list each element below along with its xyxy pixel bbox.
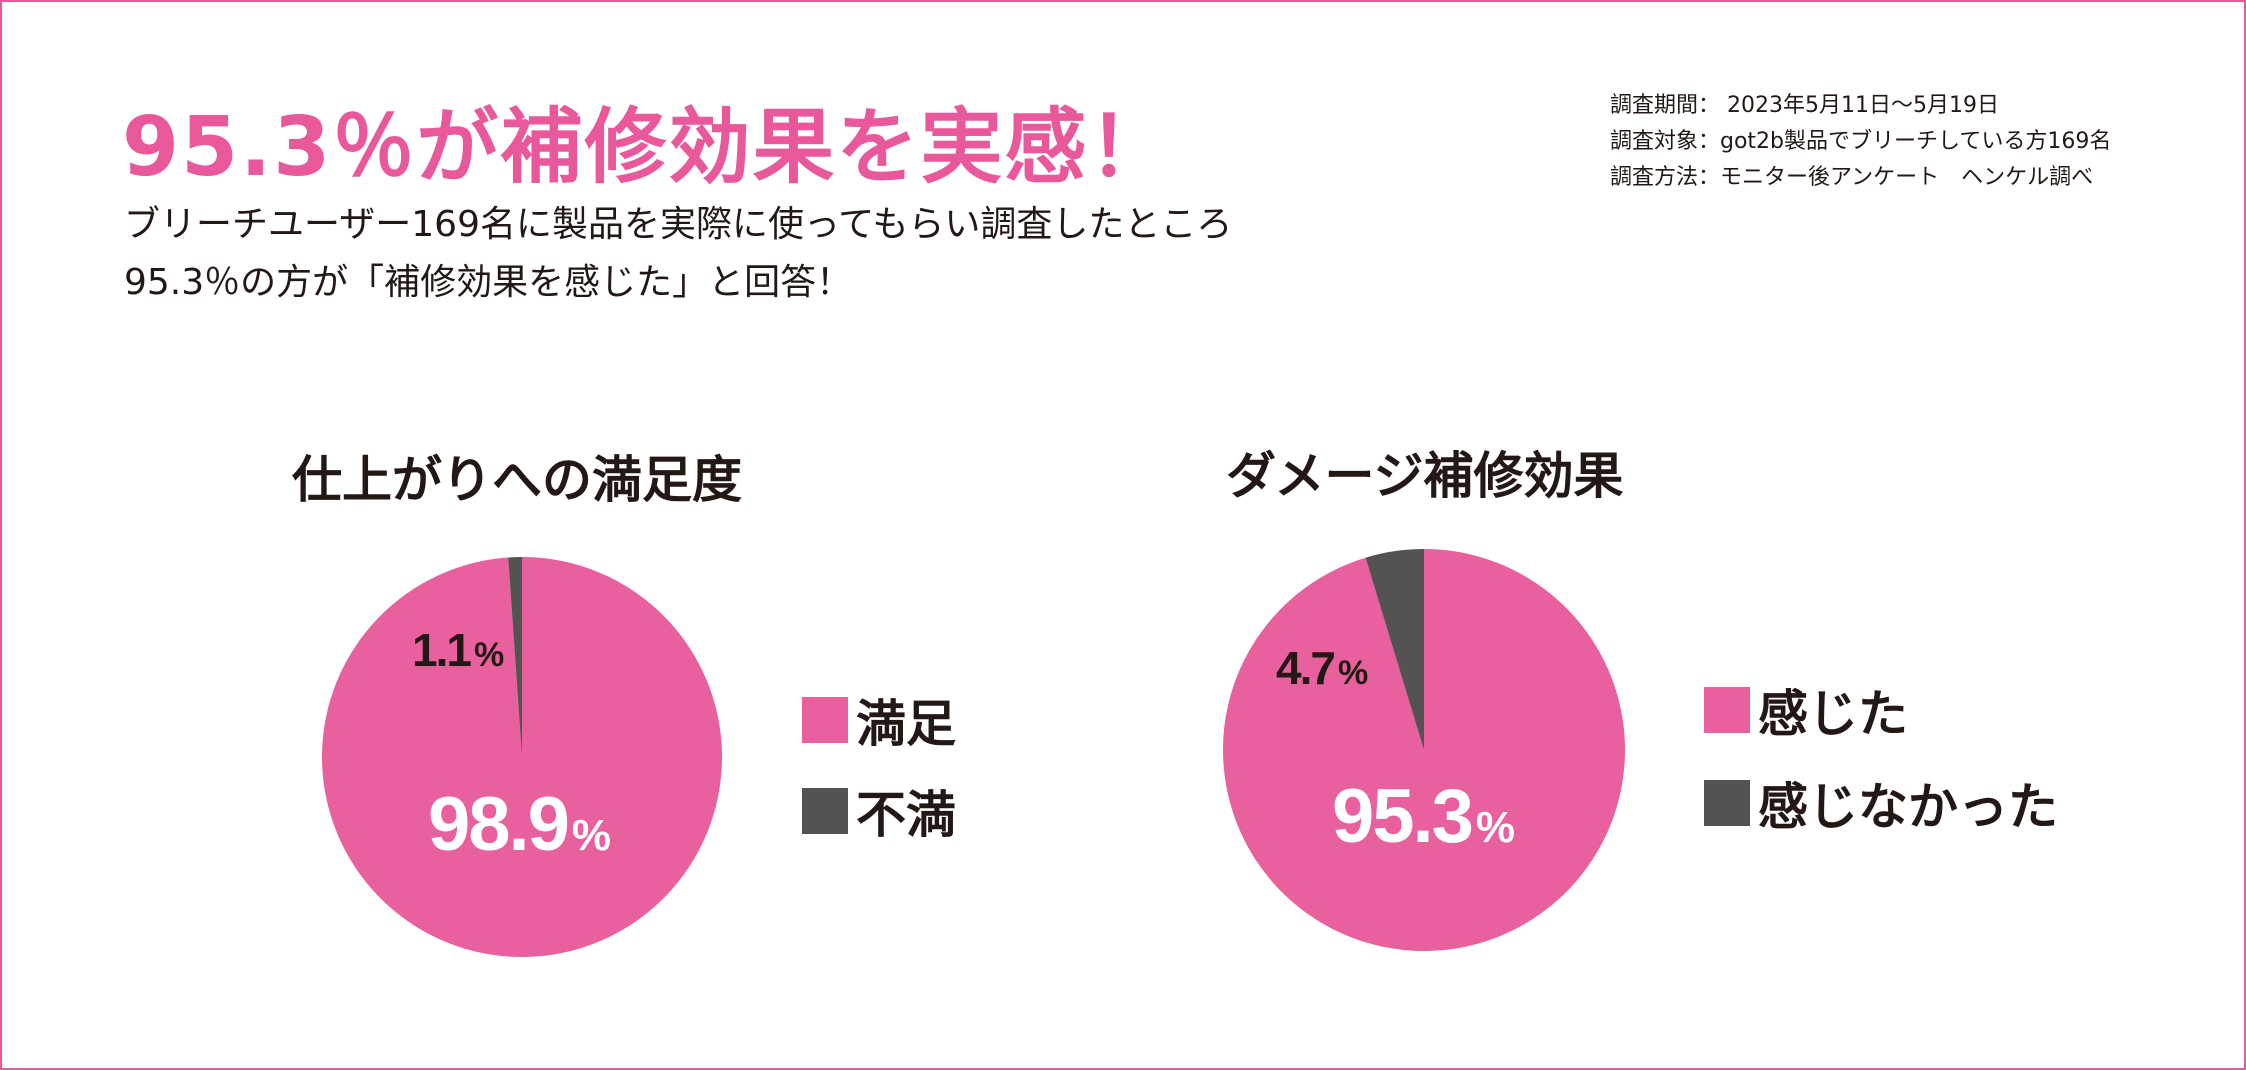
legend-item-dissatisfied: 不満 [802, 775, 956, 847]
pie-slice-1-0 [1222, 549, 1625, 951]
pie-value-label-0-1: 1.1% [412, 624, 504, 676]
pie-value-label-1-0: 95.3% [1332, 774, 1515, 859]
lead-line-1: ブリーチユーザー169名に製品を実際に使ってもらい調査したところ [124, 204, 1233, 245]
pie-value-label-1-1: 4.7% [1276, 642, 1368, 694]
pie-value-label-0-0: 98.9% [428, 782, 611, 867]
survey-method: 調査方法：モニター後アンケート ヘンケル調べ [1610, 165, 2094, 190]
chart-2-title: ダメージ補修効果 [1226, 447, 1624, 505]
pie-chart-satisfaction: 98.9% 1.1% [322, 557, 722, 958]
pie-slice-1-1 [1365, 549, 1424, 750]
survey-info: 調査期間： 2023年5月11日〜5月19日 調査対象：got2b製品でブリーチ… [1610, 88, 2111, 196]
survey-period: 調査期間： 2023年5月11日〜5月19日 [1610, 93, 1999, 118]
pie-chart-repair-effect: 95.3% 4.7% [1222, 549, 1625, 951]
legend-swatch-dissatisfied [802, 788, 848, 834]
chart-1-title: 仕上がりへの満足度 [292, 451, 742, 509]
legend-label-dissatisfied: 不満 [856, 786, 956, 844]
headline: 95.3％が補修効果を実感！ [122, 100, 1173, 195]
legend-swatch-felt [1704, 687, 1750, 733]
pie-slice-0-1 [508, 557, 522, 757]
legend-swatch-satisfied [802, 697, 848, 743]
legend-swatch-not-felt [1704, 780, 1750, 826]
legend-item-felt: 感じた [1704, 674, 1908, 746]
legend-label-felt: 感じた [1758, 685, 1908, 743]
lead-line-2: 95.3％の方が「補修効果を感じた」と回答！ [124, 262, 853, 303]
lead-text: ブリーチユーザー169名に製品を実際に使ってもらい調査したところ 95.3％の方… [124, 196, 1232, 312]
legend-label-not-felt: 感じなかった [1758, 778, 2058, 836]
survey-subject: 調査対象：got2b製品でブリーチしている方169名 [1610, 129, 2112, 154]
legend-item-not-felt: 感じなかった [1704, 767, 2058, 839]
legend-label-satisfied: 満足 [856, 695, 956, 753]
legend-item-satisfied: 満足 [802, 684, 956, 756]
